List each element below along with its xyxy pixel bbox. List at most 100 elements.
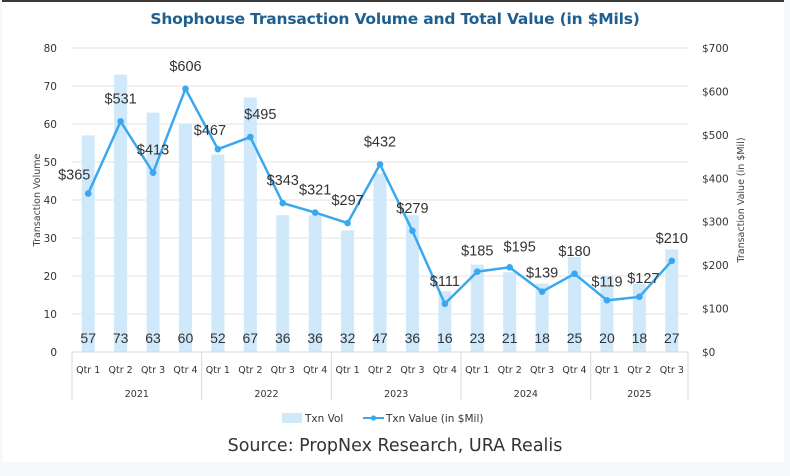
bar-value-label: 27 (664, 330, 680, 346)
x-tick-label: Qtr 4 (433, 365, 457, 376)
bar-value-label: 21 (502, 330, 518, 346)
right-axis-tick-label: $400 (702, 173, 729, 185)
bar (373, 173, 387, 352)
bar-value-label: 23 (469, 330, 485, 346)
x-tick-label: Qtr 4 (562, 365, 586, 376)
x-axis: Qtr 1 Qtr 2 Qtr 3 Qtr 4 Qtr 1 Qtr 2 Qtr 3 Qtr 4… (71, 351, 689, 400)
bar (438, 291, 452, 352)
line-point (603, 297, 611, 304)
bar-value-label: 57 (80, 330, 96, 346)
left-axis-tick-label: 50 (44, 157, 57, 169)
x-group-label: 2023 (384, 389, 408, 400)
line-point (247, 133, 254, 141)
line-point (214, 145, 222, 153)
right-axis-tick-label: $700 (702, 43, 729, 55)
legend-marker-txn-value (370, 415, 377, 421)
line-value-label: $467 (194, 123, 226, 139)
line-point (506, 264, 513, 271)
line-data-labels: $365 $531 $413 $606 $467 $495 $343$321$297 $432… (58, 59, 688, 290)
bar (211, 154, 225, 352)
right-axis-tick-label: $200 (702, 260, 729, 272)
bar-value-label: 25 (567, 330, 583, 346)
bar-value-label: 67 (243, 330, 259, 346)
bar-value-label: 20 (599, 330, 615, 346)
line-point (182, 85, 189, 93)
x-tick-label: Qtr 2 (498, 365, 522, 376)
line-point (149, 169, 157, 176)
bar (81, 135, 95, 352)
bar-value-label: 16 (437, 330, 453, 346)
right-axis-tick-label: $0 (702, 347, 715, 359)
line-point (279, 199, 287, 207)
line-point (636, 293, 643, 301)
line-point (473, 268, 481, 275)
line-value-label: $185 (461, 244, 493, 260)
bar-value-label: 36 (275, 330, 291, 346)
right-axis-tick-label: $100 (702, 304, 729, 316)
line-point (409, 227, 416, 235)
bar-value-label: 32 (340, 330, 356, 346)
left-axis-tick-label: 10 (44, 309, 57, 321)
bar (600, 276, 614, 352)
legend: Txn Vol Txn Value (in $Mil) (282, 413, 483, 425)
chart-frame (2, 0, 784, 462)
line-value-label: $210 (656, 231, 688, 247)
x-tick-label: Qtr 2 (109, 365, 133, 376)
line-value-label: $343 (267, 173, 299, 189)
bar (276, 215, 290, 352)
left-axis-tick-label: 80 (44, 43, 57, 55)
bar-value-label: 63 (145, 330, 161, 346)
x-tick-label: Qtr 1 (206, 365, 230, 376)
line-value-label: $119 (591, 274, 622, 290)
x-tick-label: Qtr 2 (368, 365, 392, 376)
legend-label-txn-value: Txn Value (in $Mil) (385, 413, 483, 425)
bar-data-labels: 57 73 63 60 52 67 36 36 32 47 36 16 23 21 18 25 20 18 27 (80, 330, 679, 346)
bar (308, 215, 322, 352)
bar-value-label: 18 (632, 330, 648, 346)
left-axis-tick-label: 0 (50, 347, 57, 359)
left-axis-tick-label: 20 (44, 271, 57, 283)
x-tick-label: Qtr 3 (141, 365, 165, 376)
line-point (376, 161, 384, 168)
x-group-label: 2024 (514, 389, 538, 400)
line-value-label: $432 (364, 134, 396, 150)
line-point (571, 270, 578, 278)
bar-value-label: 60 (178, 330, 194, 346)
line-point (441, 300, 449, 308)
bar-value-label: 47 (372, 330, 388, 346)
x-group-label: 2021 (125, 389, 149, 400)
left-axis-title: Transaction Volume (32, 153, 43, 247)
line-value-label: $180 (558, 244, 590, 260)
x-tick-label: Qtr 1 (335, 365, 359, 376)
right-axis-tick-label: $600 (702, 86, 729, 98)
line-point (668, 257, 676, 265)
bar-value-label: 36 (405, 330, 421, 346)
x-tick-label: Qtr 2 (238, 365, 262, 376)
x-group-label: 2022 (254, 389, 278, 400)
line-point (84, 190, 92, 197)
left-axis-ticks: 0 10 20 30 40 50 60 70 80 (44, 43, 57, 359)
line-value-label: $279 (396, 201, 428, 217)
line-value-label: $495 (244, 107, 276, 123)
x-tick-label: Qtr 2 (627, 365, 651, 376)
bar-value-label: 36 (307, 330, 323, 346)
right-axis-ticks: $0 $100 $200 $300 $400 $500 $600 $700 (702, 43, 729, 359)
source-note: Source: PropNex Research, URA Realis (227, 436, 563, 456)
bar (503, 272, 517, 352)
bar (632, 283, 646, 352)
line-point (344, 219, 351, 227)
line-value-label: $531 (104, 91, 136, 107)
bar (341, 230, 355, 352)
bar (114, 74, 128, 352)
chart-title: Shophouse Transaction Volume and Total V… (150, 10, 640, 28)
bar (243, 97, 257, 353)
bar (535, 283, 549, 352)
line-value-label: $413 (137, 143, 169, 159)
line-point (311, 209, 319, 216)
line-value-label: $321 (299, 183, 331, 199)
x-tick-label: Qtr 4 (173, 365, 197, 376)
x-tick-label: Qtr 3 (400, 365, 424, 376)
line-value-label: $297 (331, 193, 363, 209)
bar (568, 257, 582, 352)
